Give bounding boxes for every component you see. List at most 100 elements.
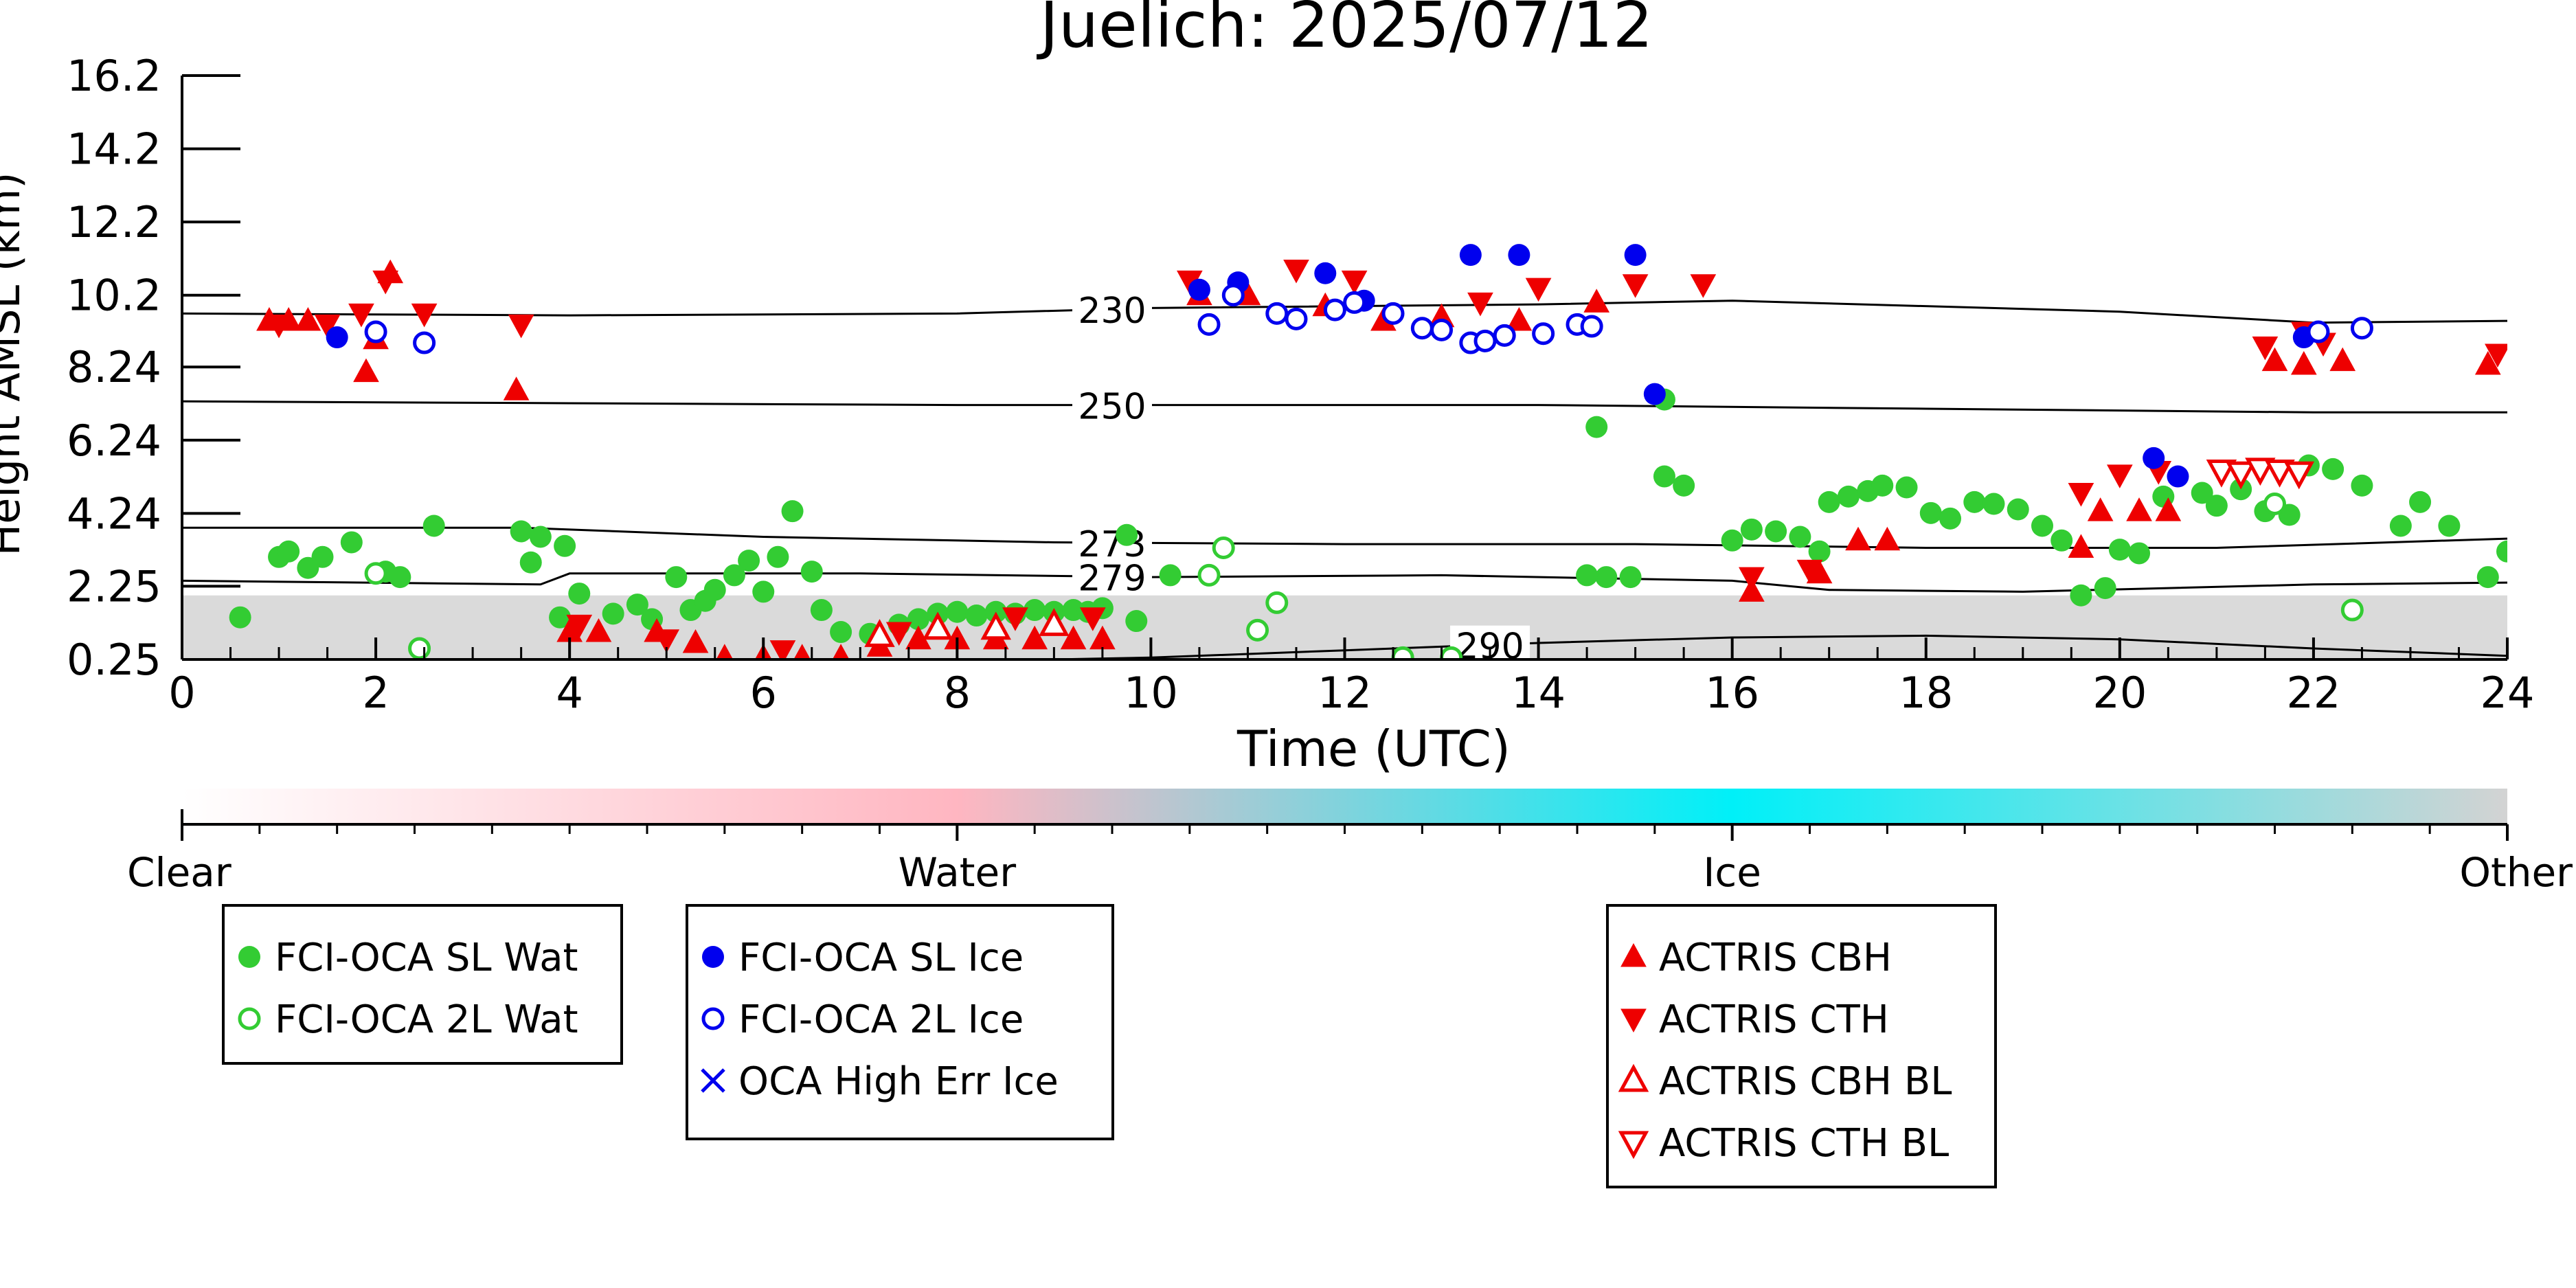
data-point (1212, 536, 1235, 559)
data-point (229, 606, 251, 629)
data-point (1125, 610, 1148, 633)
y-tick-label: 12.2 (67, 197, 161, 247)
x-tick-label: 16 (1705, 668, 1759, 718)
data-point (2126, 497, 2152, 521)
data-point (1585, 416, 1608, 438)
data-point (653, 629, 680, 653)
legend-box-1: FCI-OCA SL Wat FCI-OCA 2L Wat (222, 904, 623, 1065)
data-point (278, 540, 300, 563)
data-point (1653, 465, 1675, 488)
data-point (781, 500, 804, 523)
data-point (2070, 584, 2092, 607)
data-point (1285, 307, 1308, 330)
data-point (510, 520, 532, 543)
series-actris-cth-bl (2206, 457, 2314, 490)
data-point (2340, 598, 2364, 622)
data-point (1624, 244, 1647, 267)
x-tick-label: 8 (944, 668, 971, 718)
colorbar-label: Water (899, 849, 1017, 896)
x-tick-label: 18 (1899, 668, 1953, 718)
data-point (682, 629, 709, 653)
colorbar-label: Clear (127, 849, 231, 896)
legend-label: OCA High Err Ice (738, 1059, 1059, 1104)
data-point (238, 1007, 261, 1030)
x-tick-label: 14 (1511, 668, 1566, 718)
isotherm-line (181, 572, 2508, 593)
data-point (1021, 625, 1048, 650)
legend-label: FCI-OCA 2L Wat (275, 997, 578, 1042)
legend-frame (1606, 904, 1997, 1188)
data-point (2263, 493, 2286, 516)
data-point (1473, 329, 1497, 352)
data-point (701, 1068, 725, 1093)
data-point (1583, 289, 1610, 313)
data-point (1467, 292, 1493, 317)
legend-label: ACTRIS CTH (1659, 997, 1889, 1042)
y-tick-label: 14.2 (67, 124, 161, 174)
data-point (2350, 317, 2373, 340)
data-point (1895, 476, 1918, 499)
data-point (1197, 313, 1221, 336)
data-point (1459, 244, 1482, 267)
data-point (1381, 302, 1405, 325)
data-point (1673, 474, 1695, 497)
data-point (1188, 278, 1210, 301)
data-point (800, 561, 823, 583)
data-point (2031, 515, 2053, 537)
data-point (752, 580, 775, 603)
data-point (2143, 447, 2165, 469)
legend-label: FCI-OCA SL Ice (738, 936, 1024, 980)
data-point (1871, 474, 1894, 497)
data-point (2389, 515, 2412, 537)
data-point (1580, 315, 1603, 338)
isotherm-label: 290 (1456, 626, 1524, 668)
y-tick-label: 0.25 (67, 635, 161, 685)
data-point (1116, 523, 1138, 546)
x-tick-label: 24 (2481, 668, 2535, 718)
data-point (1789, 526, 1811, 548)
data-point (519, 551, 542, 574)
legend-box-2: FCI-OCA SL Ice FCI-OCA 2L Ice OCA High Err… (686, 904, 1114, 1140)
data-point (2329, 347, 2356, 372)
data-point (1740, 518, 1763, 541)
data-point (602, 602, 624, 625)
data-point (1343, 291, 1366, 314)
data-point (1982, 493, 2005, 515)
data-point (314, 314, 341, 339)
x-tick-label: 0 (168, 668, 195, 718)
isotherm-label-bg (1072, 290, 1152, 326)
data-point (389, 566, 411, 589)
data-point (2252, 336, 2279, 361)
data-point (767, 545, 789, 568)
data-point (1643, 383, 1666, 405)
data-point (701, 1007, 725, 1030)
data-point (1618, 1131, 1649, 1160)
data-point (1024, 599, 1046, 622)
data-point (1323, 298, 1346, 321)
series-actris-cbh-bl (864, 608, 1070, 647)
y-tick-label: 10.2 (67, 271, 161, 321)
data-point (2245, 457, 2276, 486)
data-point (1506, 307, 1533, 331)
data-point (1508, 244, 1530, 267)
data-point (2206, 460, 2237, 488)
x-tick-label: 4 (556, 668, 583, 718)
data-point (830, 621, 852, 644)
data-point (1060, 625, 1087, 650)
isotherm-line (181, 300, 2508, 324)
data-point (1314, 262, 1337, 284)
data-point (1939, 507, 1962, 530)
data-point (348, 303, 374, 328)
data-point (1265, 591, 1289, 614)
legend-label: ACTRIS CBH (1659, 936, 1892, 980)
data-point (1410, 317, 1434, 340)
data-point (922, 611, 953, 640)
data-point (2191, 482, 2213, 504)
colorbar-label: Ice (1703, 849, 1761, 896)
data-point (1874, 526, 1901, 551)
x-tick-label: 12 (1318, 668, 1372, 718)
data-point (422, 515, 445, 537)
isotherm-label-bg (1072, 523, 1152, 559)
data-point (508, 314, 534, 339)
legend-label: ACTRIS CBH BL (1659, 1059, 1952, 1104)
